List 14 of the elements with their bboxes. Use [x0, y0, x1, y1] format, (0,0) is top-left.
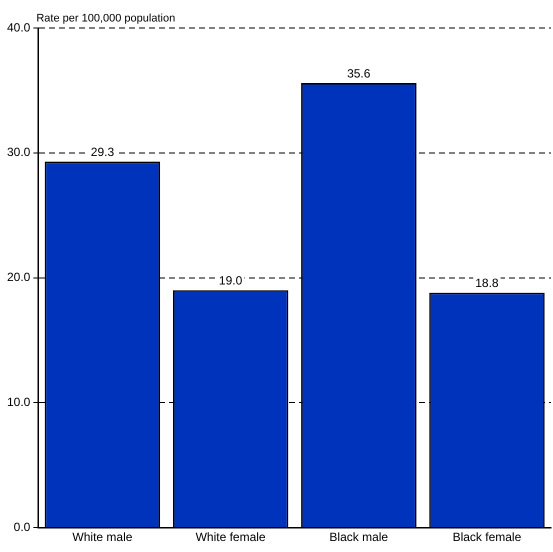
data-label: 19.0 [218, 274, 243, 288]
data-label: 18.8 [475, 276, 499, 290]
x-tick-label: Black female [452, 530, 522, 544]
data-label: 35.6 [347, 66, 371, 80]
y-tick-label: 0.0 [14, 520, 31, 534]
x-tick-label: White female [196, 530, 266, 544]
x-tick-label: White male [72, 530, 133, 544]
x-tick-label: Black male [329, 530, 388, 544]
y-tick-label: 20.0 [6, 270, 31, 284]
data-label: 29.3 [90, 144, 114, 159]
y-axis-title: Rate per 100,000 population [36, 12, 176, 25]
y-tick-label: 30.0 [6, 145, 31, 160]
y-tick-label: 10.0 [6, 395, 31, 410]
y-tick-label: 40.0 [6, 20, 31, 34]
